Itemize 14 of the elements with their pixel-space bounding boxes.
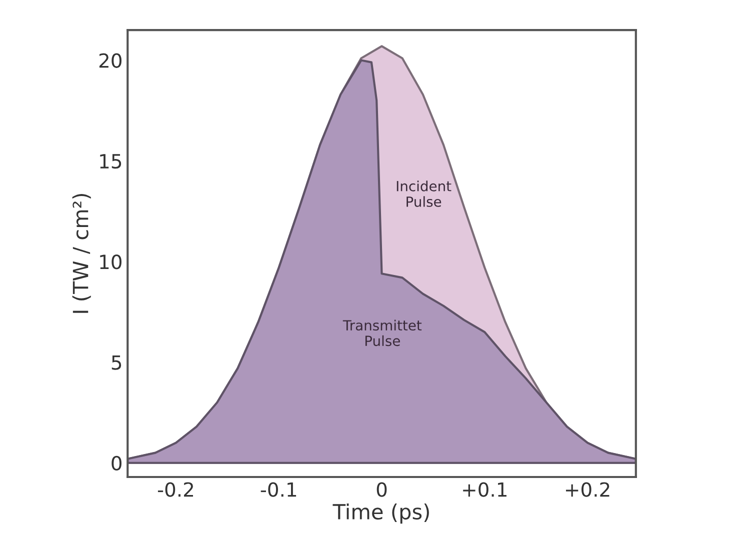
y-tick-label: 0 — [112, 456, 122, 471]
x-tick-label: -0.2 — [158, 482, 194, 497]
x-axis-title: Time (ps) — [332, 503, 429, 524]
x-tick-label: 0 — [376, 482, 387, 497]
y-tick-label: 10 — [100, 254, 122, 270]
y-tick-label: 20 — [99, 53, 122, 68]
x-tick-label: +0.2 — [566, 482, 610, 497]
x-tick-label: +0.1 — [463, 482, 506, 497]
x-tick-label: -0.1 — [260, 482, 296, 497]
y-tick-label: 15 — [100, 154, 122, 169]
y-tick-label: 5 — [112, 355, 122, 370]
series-label: Incident Pulse — [396, 180, 452, 207]
y-axis-title: I (TW / cm²) — [72, 194, 91, 313]
series-label: Transmittet Pulse — [342, 320, 422, 346]
